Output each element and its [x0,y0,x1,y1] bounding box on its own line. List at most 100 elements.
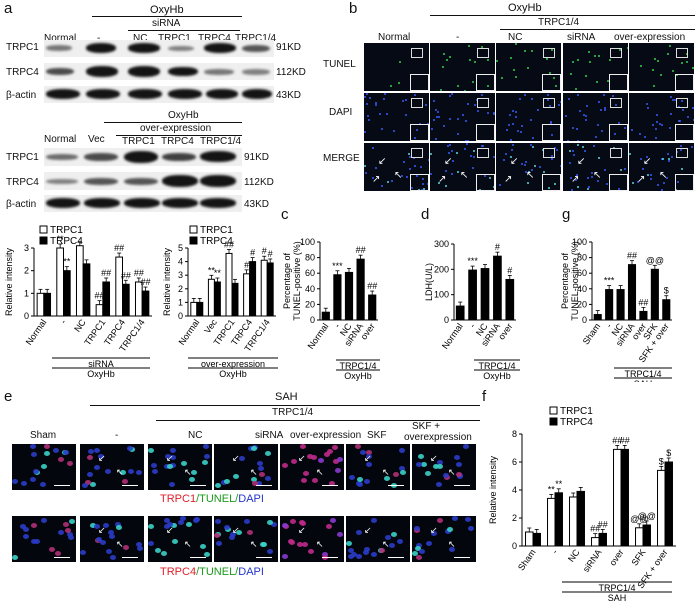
group-label: OxyHb [87,369,115,379]
fluorescence-image: ↙ ↖ [346,444,410,490]
x-tick-label: Normal [440,321,465,351]
fluorescence-image: ↙ ↖ [148,444,212,490]
significance-mark: $ [659,456,664,466]
significance-mark: *** [332,261,343,271]
y-tick-label: 3 [24,243,29,253]
y-tick-label: 4 [512,485,517,495]
significance-mark: $ [664,286,669,296]
significance-mark: @@ [646,255,664,265]
significance-mark: ## [94,291,104,301]
x-tick-label: - [58,317,68,325]
bar [642,524,651,547]
kd-label: 43KD [276,90,302,101]
row-label: TRPC4 [6,67,39,78]
x-tick-label: Normal [24,317,49,347]
group-label: TRPC1/4 [339,361,376,371]
fluorescence-image: ↙ ↖ [148,516,212,562]
y-axis-label: TUNEL-positive (%) [292,241,302,321]
significance-mark: @@ [638,511,656,521]
legend-label: TRPC4 [200,236,233,247]
microscopy-image [496,93,561,141]
bar [333,274,342,321]
y-tick-label: 0 [582,315,587,325]
y-tick-label: 0 [444,315,449,325]
y-tick-label: 100 [572,237,587,247]
kd-label: 91KD [244,152,270,163]
bar [95,304,104,317]
legend-swatch [39,236,48,245]
bar [134,281,143,317]
col-label: over-expression [290,430,362,441]
y-tick-label: 200 [434,264,449,274]
significance-mark: ** [555,479,563,489]
bar [613,448,622,547]
col-label: siRNA [255,430,284,441]
bar [231,282,239,317]
microscopy-image [563,93,628,141]
bar [115,256,123,317]
bar [455,305,465,321]
microscopy-image [496,43,561,91]
bar [196,301,204,317]
bar [321,311,330,321]
significance-mark: ** [548,484,556,494]
group-label: SAH [634,379,653,382]
y-axis-label: LDH(U/L) [424,263,434,301]
microscopy-image: ↙ ↖ ↗ [430,143,495,191]
x-tick-label: - [332,321,342,329]
y-tick-label: 3 [178,270,183,280]
microscopy-image: ↙ ↖ ↗ [563,143,628,191]
y-tick-label: 5 [178,243,183,253]
x-tick-label: - [604,321,614,329]
blot-strip-actin [44,86,274,103]
fluorescence-image: ↙ ↖ [280,516,344,562]
col-label: overexpression [404,432,472,443]
fluorescence-image [12,516,76,562]
panel-letter-d: d [421,206,430,223]
panel-letter-g: g [562,206,571,223]
fluorescence-image: ↙ ↖ [280,444,344,490]
legend-swatch [39,225,48,234]
bar [532,532,541,547]
fluorescence-image: ↙ ↖ [80,516,144,562]
panel-letter-b: b [349,0,358,17]
significance-mark: ## [590,524,600,534]
bar [82,263,91,317]
microscopy-image: ↙ ↖ ↗ [364,143,429,191]
significance-mark: ** [63,257,71,267]
legend-swatch [549,406,558,415]
col-label: Normal [378,32,411,43]
lane-label: Normal [44,134,77,145]
y-tick-label: 20 [577,299,587,309]
y-tick-label: 4 [178,257,183,267]
bar [505,278,515,321]
bar [591,537,600,547]
blot-a-bottom-overexp: over-expression [140,123,212,134]
blot-strip-trpc4 [44,63,274,80]
bar [190,301,198,317]
col-label: NC [188,430,203,441]
significance-mark: ## [598,519,608,529]
blot-a-bottom-oxyhb: OxyHb [168,110,199,121]
col-label: - [456,32,460,43]
y-tick-label: 0 [178,311,183,321]
x-tick-label: SFK [629,547,647,567]
panel-b-oxyhb: OxyHb [508,2,542,14]
chart-c: 0 20 40 60 80 100 Percentage of TUNEL-positive … [282,237,380,381]
panel-letter-c: c [281,206,289,223]
significance-mark: # [507,265,512,275]
significance-mark: ## [356,245,366,255]
significance-mark: *** [604,276,615,286]
col-label: NC [508,32,523,43]
y-tick-label: 100 [300,237,315,247]
row-label: TRPC1 [6,152,39,163]
group-label: OxyHb [219,369,247,379]
col-label: Sham [30,430,57,441]
y-axis-label: Percentage of [282,252,292,309]
x-tick-label: - [467,321,477,329]
legend-label: TRPC1 [50,225,83,236]
blot-a-top-oxyhb: OxyHb [150,4,184,16]
significance-mark: # [262,246,267,256]
